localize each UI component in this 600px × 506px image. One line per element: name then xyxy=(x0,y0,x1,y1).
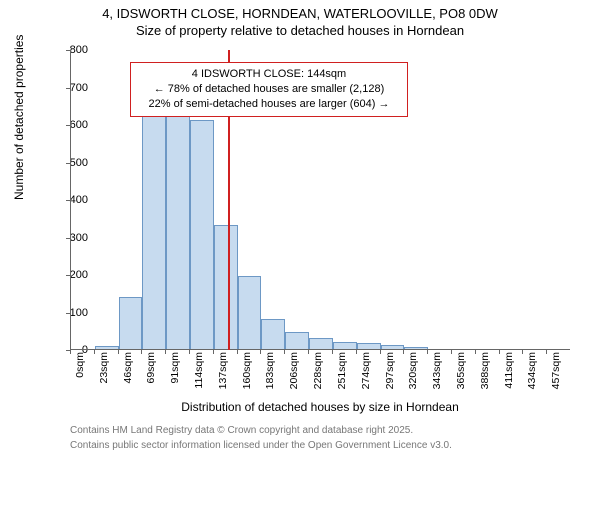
histogram-bar xyxy=(166,107,190,349)
x-tick-label: 274sqm xyxy=(360,352,372,389)
x-tick-mark xyxy=(522,350,523,354)
annotation-line3: 22% of semi-detached houses are larger (… xyxy=(139,97,399,112)
x-tick-mark xyxy=(165,350,166,354)
x-tick-label: 228sqm xyxy=(312,352,324,389)
annotation-box: 4 IDSWORTH CLOSE: 144sqm ← 78% of detach… xyxy=(130,62,408,117)
x-tick-label: 457sqm xyxy=(550,352,562,389)
x-tick-label: 183sqm xyxy=(264,352,276,389)
x-tick-label: 388sqm xyxy=(479,352,491,389)
x-tick-label: 365sqm xyxy=(455,352,467,389)
annotation-line1: 4 IDSWORTH CLOSE: 144sqm xyxy=(139,67,399,82)
chart-title-sub: Size of property relative to detached ho… xyxy=(0,23,600,38)
x-tick-label: 0sqm xyxy=(74,352,86,378)
x-axis-label: Distribution of detached houses by size … xyxy=(70,400,570,414)
histogram-bar xyxy=(95,346,119,349)
histogram-bar xyxy=(381,345,405,349)
x-tick-mark xyxy=(189,350,190,354)
x-tick-label: 206sqm xyxy=(288,352,300,389)
histogram-bar xyxy=(142,109,166,349)
attribution-line2: Contains public sector information licen… xyxy=(70,439,600,452)
x-tick-mark xyxy=(403,350,404,354)
x-tick-mark xyxy=(451,350,452,354)
x-tick-label: 46sqm xyxy=(122,352,134,384)
x-tick-mark xyxy=(70,350,71,354)
annotation-line2: ← 78% of detached houses are smaller (2,… xyxy=(139,82,399,97)
x-tick-mark xyxy=(94,350,95,354)
histogram-bar xyxy=(119,297,143,350)
histogram-bar xyxy=(190,120,214,349)
histogram-bar xyxy=(261,319,285,349)
chart-title-main: 4, IDSWORTH CLOSE, HORNDEAN, WATERLOOVIL… xyxy=(0,6,600,21)
x-tick-label: 320sqm xyxy=(407,352,419,389)
x-tick-label: 297sqm xyxy=(384,352,396,389)
histogram-bar xyxy=(404,347,428,349)
x-tick-label: 23sqm xyxy=(98,352,110,384)
x-tick-label: 114sqm xyxy=(193,352,205,389)
x-tick-label: 91sqm xyxy=(169,352,181,384)
y-axis-label: Number of detached properties xyxy=(12,35,26,200)
x-tick-mark xyxy=(475,350,476,354)
x-tick-label: 160sqm xyxy=(241,352,253,389)
x-tick-label: 69sqm xyxy=(145,352,157,384)
x-tick-mark xyxy=(499,350,500,354)
x-tick-mark xyxy=(141,350,142,354)
x-tick-mark xyxy=(284,350,285,354)
histogram-bar xyxy=(214,225,238,349)
histogram-bar xyxy=(357,343,381,349)
x-tick-label: 411sqm xyxy=(503,352,515,389)
x-tick-mark xyxy=(427,350,428,354)
chart-container: Number of detached properties 0100200300… xyxy=(30,42,590,422)
histogram-bar xyxy=(333,342,357,350)
x-tick-mark xyxy=(308,350,309,354)
histogram-bar xyxy=(238,276,262,349)
x-tick-mark xyxy=(332,350,333,354)
histogram-bar xyxy=(285,332,309,349)
x-tick-label: 137sqm xyxy=(217,352,229,389)
x-tick-mark xyxy=(380,350,381,354)
x-tick-mark xyxy=(237,350,238,354)
x-tick-mark xyxy=(546,350,547,354)
x-tick-label: 343sqm xyxy=(431,352,443,389)
x-tick-label: 434sqm xyxy=(526,352,538,389)
histogram-bar xyxy=(309,338,333,349)
x-tick-mark xyxy=(118,350,119,354)
attribution-line1: Contains HM Land Registry data © Crown c… xyxy=(70,424,600,437)
x-tick-mark xyxy=(213,350,214,354)
x-tick-mark xyxy=(260,350,261,354)
x-tick-mark xyxy=(356,350,357,354)
x-tick-label: 251sqm xyxy=(336,352,348,389)
